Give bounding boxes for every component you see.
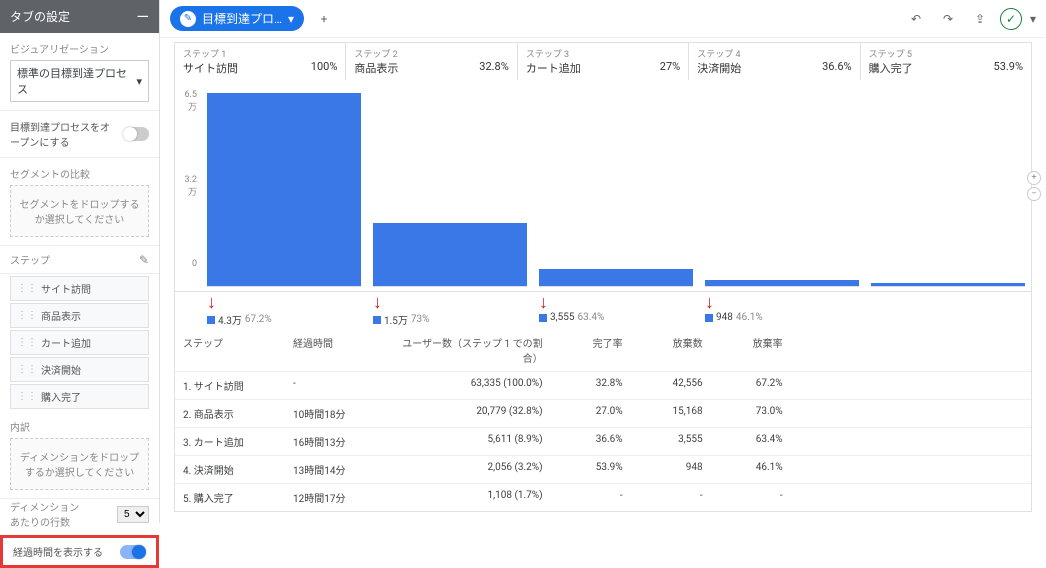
dropoff — [865, 296, 1031, 327]
table-row: 1. サイト訪問-63,335 (100.0%)32.8%42,55667.2% — [175, 372, 1031, 400]
drop-arrow-icon: ↓ — [539, 296, 548, 310]
zoom-in-button[interactable]: + — [1027, 171, 1041, 185]
viz-select[interactable]: 標準の目標到達プロセス ▾ — [10, 60, 149, 102]
open-funnel-label: 目標到達プロセスをオープンにする — [10, 119, 110, 149]
funnel-step-header: ステップ 3カート追加27% — [518, 43, 689, 80]
table-row: 4. 決済開始13時間14分2,056 (3.2%)53.9%94846.1% — [175, 456, 1031, 484]
funnel-step-header: ステップ 2商品表示32.8% — [346, 43, 517, 80]
bar — [699, 88, 865, 287]
edit-steps-icon[interactable]: ✎ — [139, 253, 149, 267]
dropoff: ↓3,55563.4% — [533, 296, 699, 327]
drop-arrow-icon: ↓ — [207, 296, 216, 310]
add-tab-button[interactable]: + — [312, 7, 336, 31]
seg-compare-label: セグメントの比較 — [10, 166, 149, 181]
chevron-down-icon: ▾ — [136, 75, 142, 88]
status-ok-icon: ✓ — [1000, 8, 1022, 30]
elapsed-toggle[interactable] — [120, 545, 146, 559]
funnel-chart: 6.5万3.2万0 + − — [174, 80, 1032, 292]
bar — [865, 88, 1031, 287]
table-header: ステップ経過時間ユーザー数（ステップ 1 での割合）完了率放棄数放棄率 — [175, 329, 1031, 372]
breakdown-dropzone[interactable]: ディメンションをドロップするか選択してください — [10, 438, 149, 490]
drop-arrow-icon: ↓ — [373, 296, 382, 310]
funnel-step-header: ステップ 5購入完了53.9% — [861, 43, 1031, 80]
share-button[interactable]: ⇪ — [968, 7, 992, 31]
breakdown-label: 内訳 — [10, 419, 149, 434]
table-row: 5. 購入完了12時間17分1,108 (1.7%)--- — [175, 484, 1031, 511]
table-row: 2. 商品表示10時間18分20,779 (32.8%)27.0%15,1687… — [175, 400, 1031, 428]
sidebar-header: タブの設定 — — [0, 0, 159, 33]
segment-dropzone[interactable]: セグメントをドロップするか選択してください — [10, 185, 149, 237]
drag-handle-icon[interactable]: ⋮⋮ — [17, 283, 37, 294]
drop-arrow-icon: ↓ — [705, 296, 714, 310]
bar — [367, 88, 533, 287]
drag-handle-icon[interactable]: ⋮⋮ — [17, 364, 37, 375]
step-chip[interactable]: ⋮⋮サイト訪問 — [10, 276, 149, 301]
elapsed-label: 経過時間を表示する — [13, 544, 103, 559]
step-chip[interactable]: ⋮⋮カート追加 — [10, 330, 149, 355]
step-chip[interactable]: ⋮⋮購入完了 — [10, 384, 149, 409]
bar — [533, 88, 699, 287]
undo-button[interactable]: ↶ — [904, 7, 928, 31]
dropoff: ↓1.5万73% — [367, 296, 533, 327]
rows-per-dim-select[interactable]: 5 — [117, 506, 149, 523]
funnel-step-header: ステップ 4決済開始36.6% — [689, 43, 860, 80]
step-chip[interactable]: ⋮⋮商品表示 — [10, 303, 149, 328]
step-chip[interactable]: ⋮⋮決済開始 — [10, 357, 149, 382]
chevron-down-icon: ▾ — [288, 12, 294, 26]
drag-handle-icon[interactable]: ⋮⋮ — [17, 391, 37, 402]
steps-label: ステップ — [10, 252, 50, 267]
bar — [201, 88, 367, 287]
dropoff: ↓4.3万67.2% — [201, 296, 367, 327]
dropoff: ↓94846.1% — [699, 296, 865, 327]
funnel-table: ステップ経過時間ユーザー数（ステップ 1 での割合）完了率放棄数放棄率1. サイ… — [174, 329, 1032, 512]
zoom-out-button[interactable]: − — [1027, 187, 1041, 201]
drag-handle-icon[interactable]: ⋮⋮ — [17, 337, 37, 348]
viz-label: ビジュアリゼーション — [10, 41, 149, 56]
table-row: 3. カート追加16時間13分5,611 (8.9%)36.6%3,55563.… — [175, 428, 1031, 456]
sidebar-title: タブの設定 — [10, 8, 70, 25]
open-funnel-toggle[interactable] — [123, 127, 149, 141]
edit-icon: ✎ — [180, 11, 196, 27]
redo-button[interactable]: ↷ — [936, 7, 960, 31]
funnel-step-header: ステップ 1サイト訪問100% — [175, 43, 346, 80]
toolbar: ✎ 目標到達プロ… ▾ + ↶ ↷ ⇪ ✓ ▾ — [160, 0, 1046, 38]
tab-chip[interactable]: ✎ 目標到達プロ… ▾ — [170, 6, 304, 31]
settings-sidebar: タブの設定 — ビジュアリゼーション 標準の目標到達プロセス ▾ 目標到達プロセ… — [0, 0, 160, 523]
collapse-icon[interactable]: — — [137, 11, 150, 23]
chevron-down-icon[interactable]: ▾ — [1030, 12, 1036, 26]
drag-handle-icon[interactable]: ⋮⋮ — [17, 310, 37, 321]
